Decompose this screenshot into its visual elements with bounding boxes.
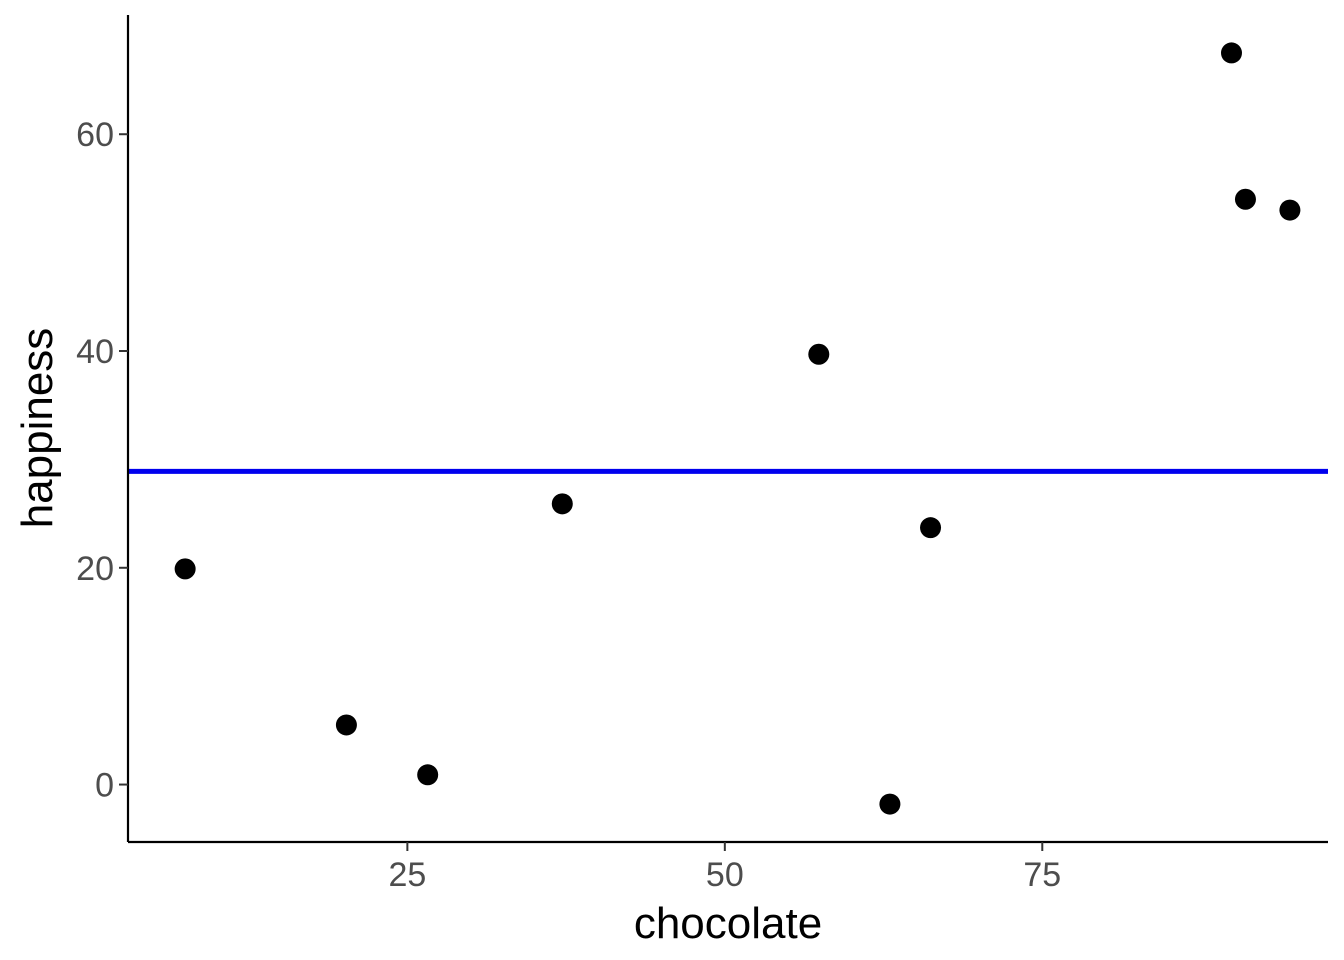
data-point-8: [1220, 42, 1242, 64]
y-tick-label: 0: [95, 767, 114, 805]
plot-area: [128, 42, 1328, 815]
axes: [126, 15, 1328, 844]
data-point-5: [808, 343, 830, 365]
data-point-2: [335, 714, 357, 736]
data-point-3: [417, 764, 439, 786]
data-point-6: [879, 793, 901, 815]
data-point-9: [1234, 188, 1256, 210]
x-axis-title: chocolate: [634, 899, 822, 948]
data-point-4: [551, 493, 573, 515]
data-point-7: [920, 517, 942, 539]
data-point-10: [1279, 199, 1301, 221]
y-axis-title: happiness: [13, 328, 62, 529]
ticks: 25 50 75 0 20 40 60: [76, 116, 1061, 894]
y-tick-label: 60: [76, 116, 114, 154]
y-tick-label: 40: [76, 333, 114, 371]
y-tick-label: 20: [76, 550, 114, 588]
x-tick-label: 50: [706, 856, 744, 894]
x-tick-label: 25: [388, 856, 426, 894]
x-tick-label: 75: [1023, 856, 1061, 894]
data-point-1: [174, 558, 196, 580]
